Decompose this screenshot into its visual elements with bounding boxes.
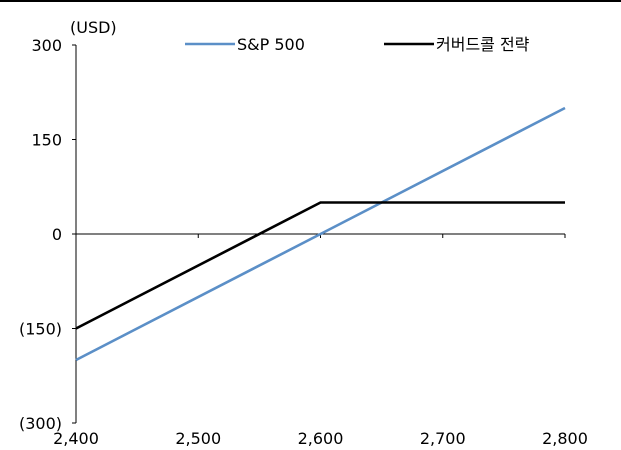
series-line-2 [75, 201, 565, 330]
y-tick-label: 0 [52, 225, 62, 244]
x-tick-label: 2,400 [53, 429, 99, 448]
x-tick-label: 2,500 [175, 429, 221, 448]
legend-label: 커버드콜 전략 [436, 35, 530, 54]
y-tick-label: 150 [31, 131, 62, 150]
y-tick-label: 300 [31, 36, 62, 55]
y-tick-label: (300) [19, 414, 62, 433]
x-tick-label: 2,600 [298, 429, 344, 448]
legend: S&P 500 커버드콜 전략 [185, 35, 530, 54]
y-axis-unit-label: (USD) [70, 18, 117, 37]
top-rule [0, 0, 621, 2]
y-axis: 300 150 0 (150) (300) [19, 36, 77, 433]
x-axis: 2,400 2,500 2,600 2,700 2,800 [53, 233, 588, 448]
x-tick-label: 2,700 [420, 429, 466, 448]
series-line-1 [75, 106, 566, 362]
y-tick-label: (150) [19, 320, 62, 339]
series-layer [75, 106, 566, 362]
legend-label: S&P 500 [237, 35, 305, 54]
x-tick-label: 2,800 [542, 429, 588, 448]
